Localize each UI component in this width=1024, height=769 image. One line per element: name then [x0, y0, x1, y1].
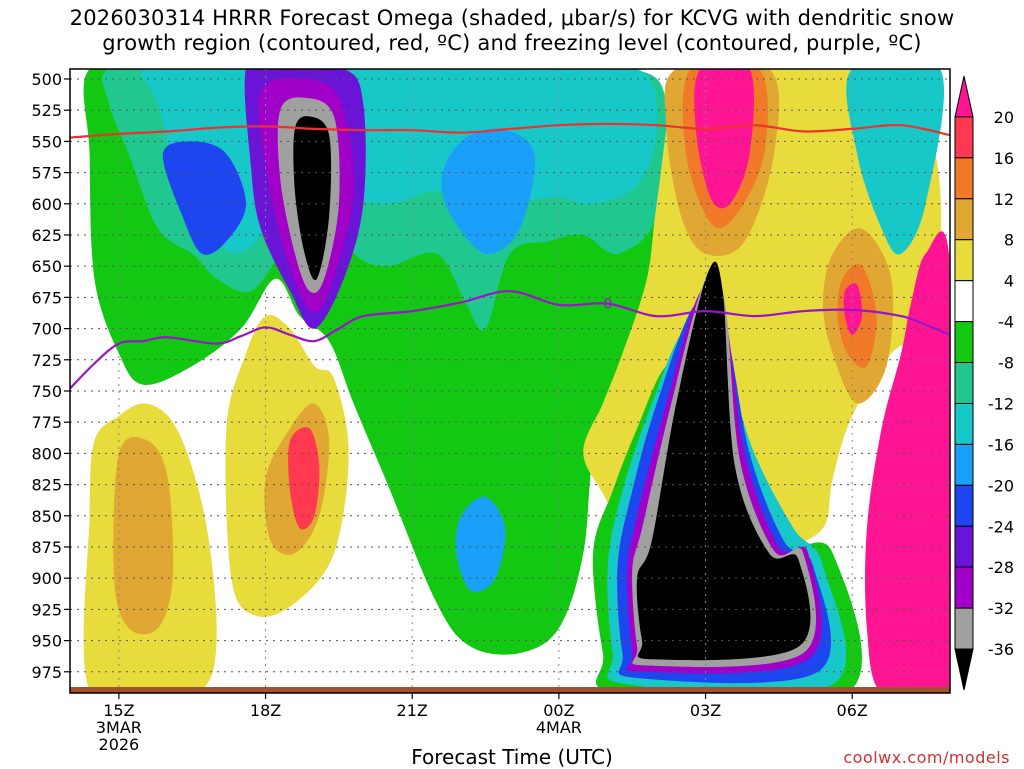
omega-region-4 [455, 496, 506, 592]
colorbar-tick-label: -36 [988, 640, 1014, 659]
colorbar-swatch [954, 116, 974, 159]
omega-region-17 [865, 231, 950, 693]
colorbar-swatch [954, 648, 974, 691]
colorbar-swatch [954, 566, 974, 609]
colorbar-tick-label: -28 [988, 558, 1014, 577]
colorbar-tick-label: -24 [988, 517, 1014, 536]
colorbar-swatch [954, 157, 974, 200]
colorbar-swatch [954, 484, 974, 527]
colorbar-tick-label: 20 [994, 108, 1014, 127]
omega-region-28 [636, 261, 811, 661]
x-tick-label: 06Z [837, 701, 868, 720]
chart-title-line-1: 2026030314 HRRR Forecast Omega (shaded, … [69, 6, 955, 30]
y-tick-label: 575 [31, 164, 62, 183]
contour-lines: 0 [70, 122, 950, 390]
omega-region-22 [288, 427, 320, 530]
colorbar-swatch [954, 443, 974, 486]
ground-strip [70, 687, 950, 693]
y-tick-label: 500 [31, 70, 62, 89]
contour-line-0 [70, 122, 950, 139]
x-tick-label: 15Z [103, 701, 134, 720]
x-tick-label: 03Z [690, 701, 721, 720]
colorbar-swatch [954, 239, 974, 282]
omega-region-3 [441, 128, 536, 254]
y-tick-label: 700 [31, 320, 62, 339]
y-tick-label: 625 [31, 226, 62, 245]
contour-label: 0 [603, 297, 612, 313]
y-tick-label: 850 [31, 507, 62, 526]
colorbar-tick-label: -4 [998, 313, 1014, 332]
y-tick-label: 825 [31, 476, 62, 495]
colorbar-swatch [954, 362, 974, 404]
x-tick-label: 3MAR [96, 718, 142, 737]
y-axis: 500 525 550 575 600 625 650 675 700 725 750 775 800 8… [31, 70, 70, 682]
omega-region-31 [846, 69, 944, 255]
y-tick-label: 800 [31, 444, 62, 463]
colorbar-swatch [954, 607, 974, 650]
y-tick-label: 975 [31, 663, 62, 682]
y-tick-label: 550 [31, 132, 62, 151]
colorbar-swatch [954, 198, 974, 241]
credit-text[interactable]: coolwx.com/models [843, 748, 1010, 767]
colorbar-swatch [954, 280, 974, 323]
y-tick-label: 875 [31, 538, 62, 557]
colorbar-tick-label: -8 [998, 354, 1014, 373]
x-tick-label: 21Z [397, 701, 428, 720]
colorbar-swatch [954, 75, 974, 118]
omega-shading [83, 69, 950, 693]
x-tick-label: 18Z [250, 701, 281, 720]
colorbar-swatch [954, 321, 974, 364]
colorbar-tick-label: 16 [994, 149, 1014, 168]
chart-title-line-2: growth region (contoured, red, ºC) and f… [102, 31, 922, 55]
y-tick-label: 675 [31, 288, 62, 307]
colorbar: 20 16 12 8 4 -4 -8 -12 -16 -20 -24 -28 -32 -36 [954, 75, 1014, 691]
omega-region-9 [293, 116, 332, 281]
omega-region-13 [694, 69, 755, 209]
omega-region-19 [113, 436, 174, 635]
colorbar-swatch [954, 402, 974, 445]
colorbar-tick-label: 12 [994, 190, 1014, 209]
y-tick-label: 600 [31, 195, 62, 214]
y-tick-label: 900 [31, 569, 62, 588]
x-tick-label: 4MAR [536, 718, 582, 737]
y-tick-label: 775 [31, 413, 62, 432]
colorbar-tick-label: -12 [988, 394, 1014, 413]
colorbar-tick-label: -20 [988, 476, 1014, 495]
x-axis-label: Forecast Time (UTC) [411, 745, 613, 769]
colorbar-tick-label: 4 [1004, 272, 1014, 291]
contour-line-1 [70, 289, 950, 390]
y-tick-label: 750 [31, 382, 62, 401]
x-tick-label: 00Z [543, 701, 574, 720]
y-tick-label: 525 [31, 101, 62, 120]
colorbar-tick-label: -32 [988, 599, 1014, 618]
y-tick-label: 925 [31, 600, 62, 619]
y-tick-label: 725 [31, 351, 62, 370]
colorbar-tick-label: -16 [988, 435, 1014, 454]
y-tick-label: 950 [31, 632, 62, 651]
plot-frame [69, 68, 951, 694]
colorbar-swatch [954, 525, 974, 568]
chart-title: 2026030314 HRRR Forecast Omega (shaded, … [0, 6, 1024, 56]
y-tick-label: 650 [31, 257, 62, 276]
omega-region-5 [162, 141, 246, 255]
grid-lines [70, 69, 950, 693]
colorbar-tick-label: 8 [1004, 231, 1014, 250]
x-tick-label: 2026 [99, 735, 140, 754]
